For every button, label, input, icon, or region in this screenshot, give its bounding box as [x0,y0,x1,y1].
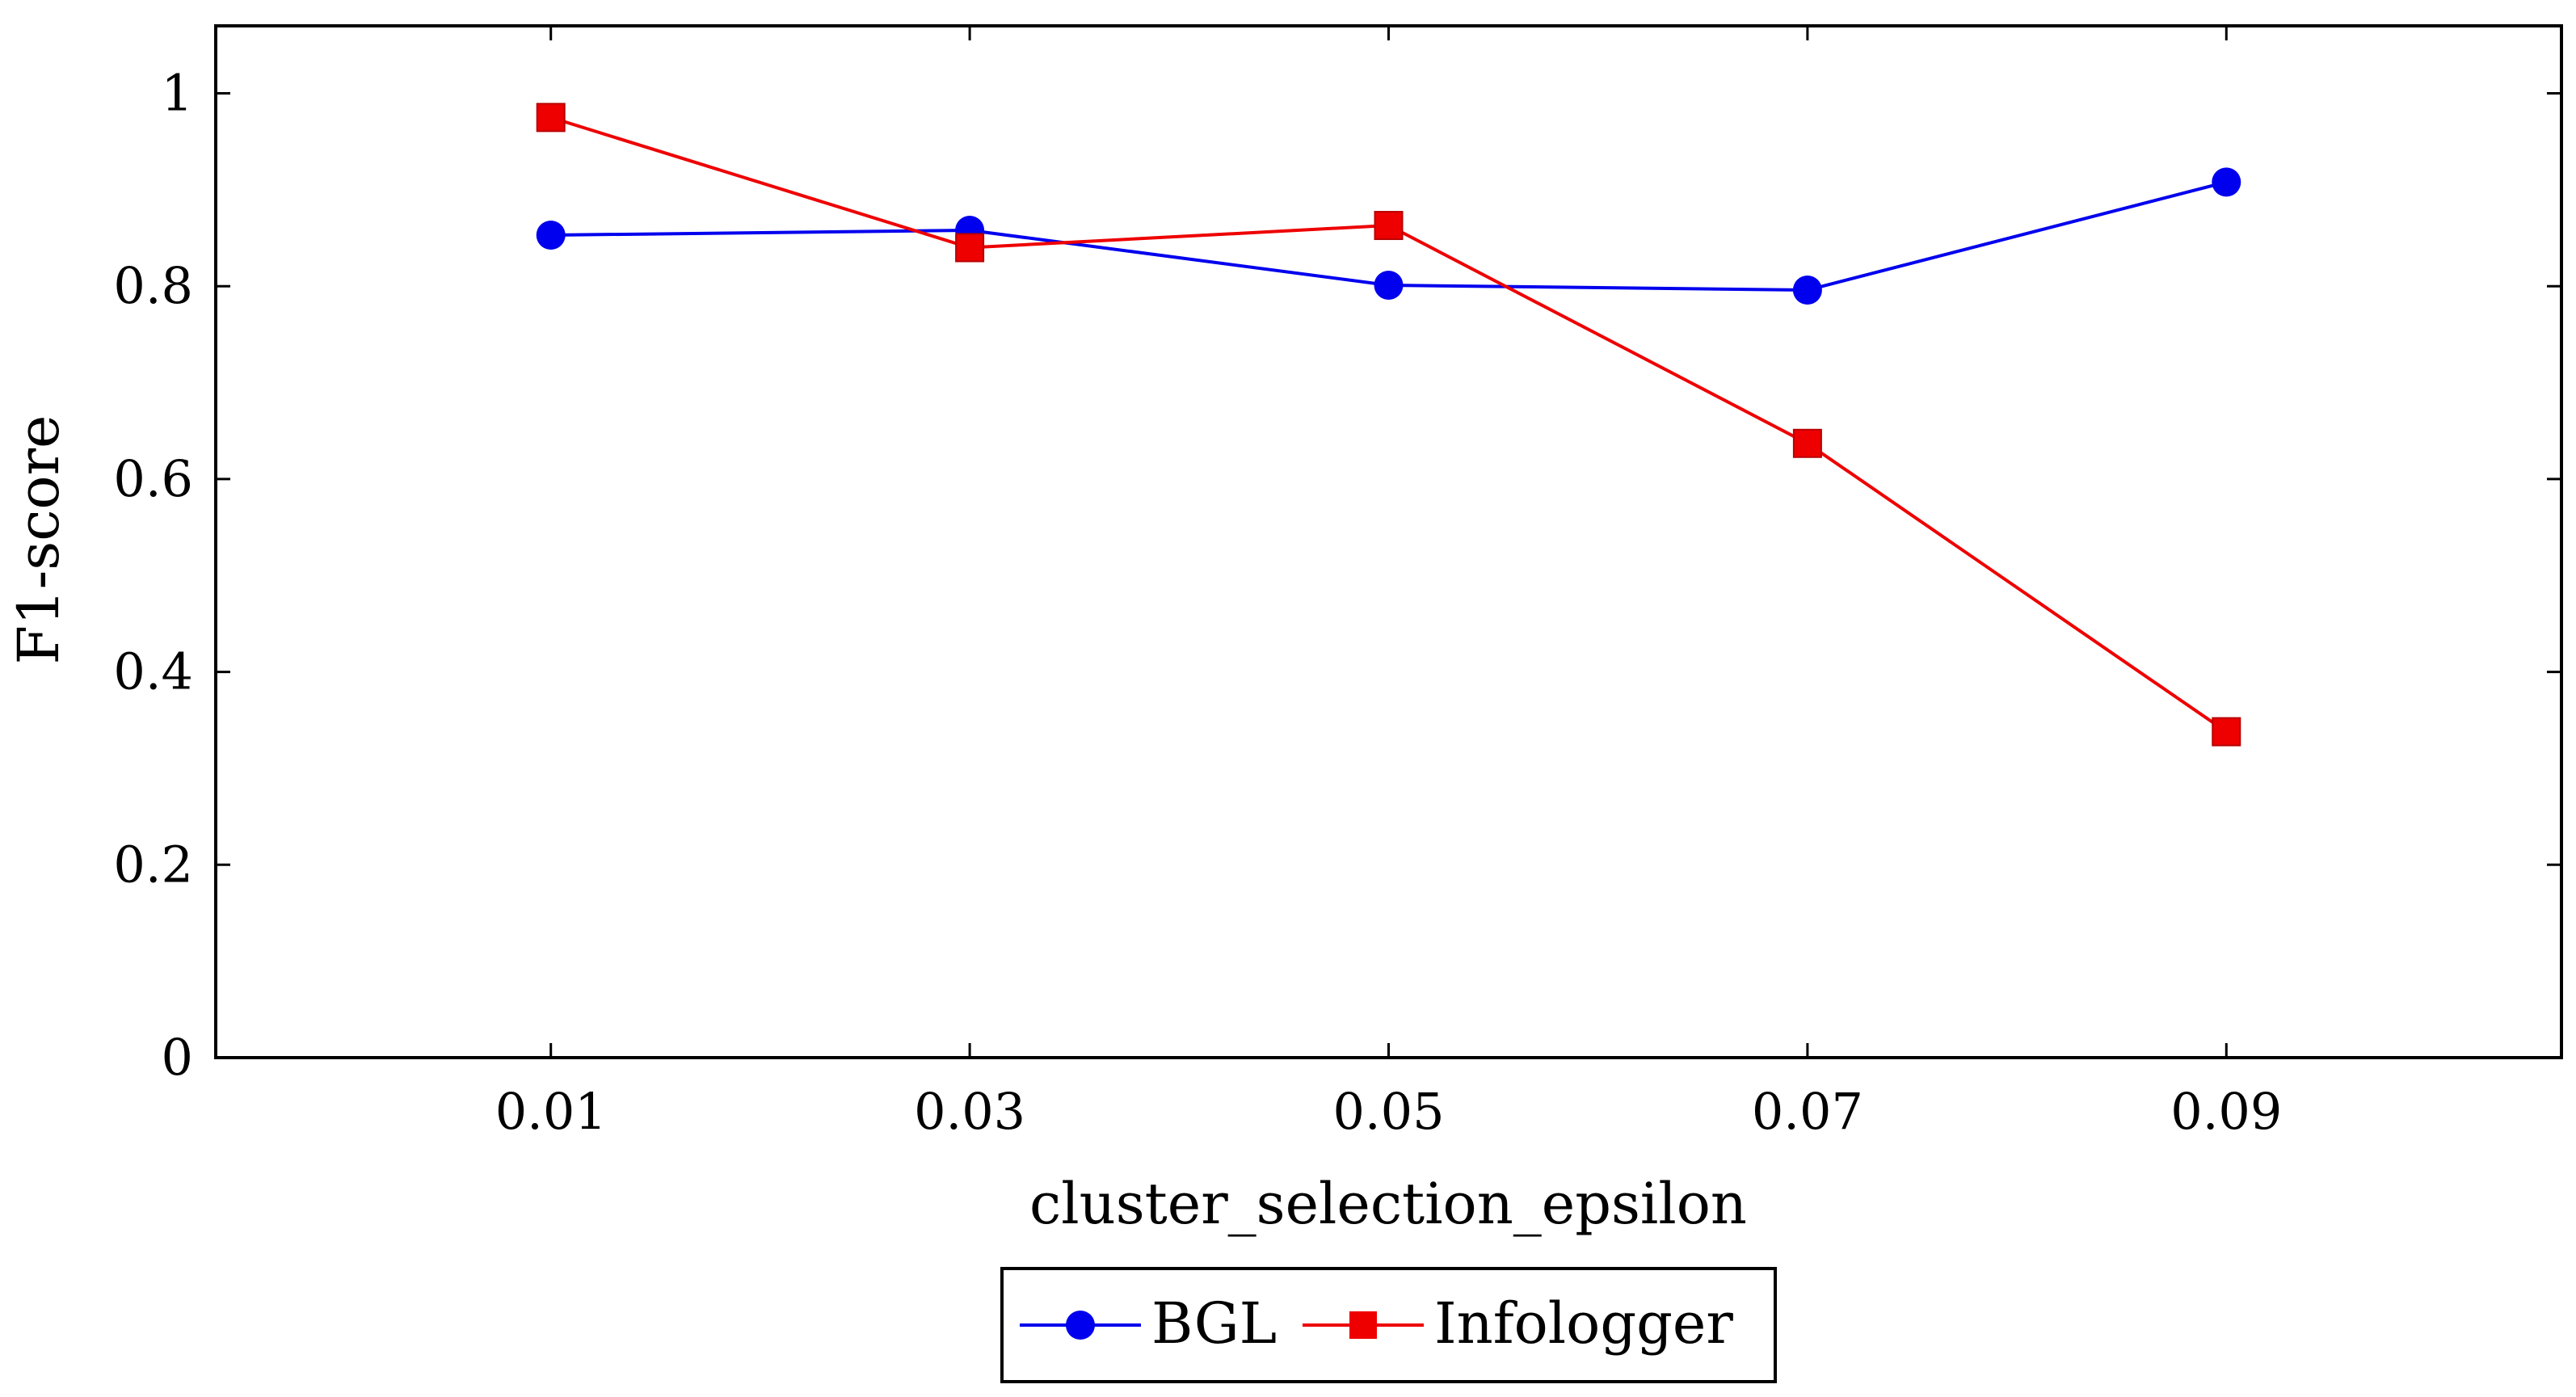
x-axis-label: cluster_selection_epsilon [1029,1171,1747,1237]
series-layer [536,103,2241,747]
x-tick-label: 0.07 [1752,1082,1863,1141]
legend-swatch-bgl-marker [1066,1311,1095,1340]
data-point-infologger [1374,211,1404,241]
data-point-bgl [1374,271,1404,301]
y-tick-label: 0.8 [113,256,193,315]
data-point-infologger [2212,717,2241,747]
x-tick-label: 0.09 [2170,1082,2282,1141]
y-tick-label: 0.2 [113,835,193,894]
data-point-bgl [1792,276,1822,305]
series-line-infologger [550,116,2228,734]
x-axis-ticks: 0.01 0.03 0.05 0.07 0.09 [495,26,2282,1141]
legend-label-infologger: Infologger [1434,1290,1733,1357]
y-axis-ticks: 0 0.2 0.4 0.6 0.8 1 [113,64,2561,1087]
plot-frame [214,24,2563,1059]
x-tick-label: 0.05 [1332,1082,1444,1141]
data-point-infologger [536,103,566,133]
data-point-infologger [955,233,985,263]
x-tick-label: 0.03 [914,1082,1025,1141]
legend-label-bgl: BGL [1151,1290,1277,1357]
y-tick-label: 1 [162,64,193,123]
data-point-infologger [1792,428,1822,458]
x-tick-label: 0.01 [495,1082,607,1141]
y-tick-label: 0.6 [113,449,193,508]
legend: BGL Infologger [1000,1267,1777,1383]
legend-swatch-infologger-marker [1349,1311,1377,1339]
data-point-bgl [2212,167,2241,197]
y-tick-label: 0 [162,1028,193,1087]
data-point-bgl [536,220,566,250]
y-axis-label: F1-score [6,415,72,665]
y-tick-label: 0.4 [113,642,193,701]
